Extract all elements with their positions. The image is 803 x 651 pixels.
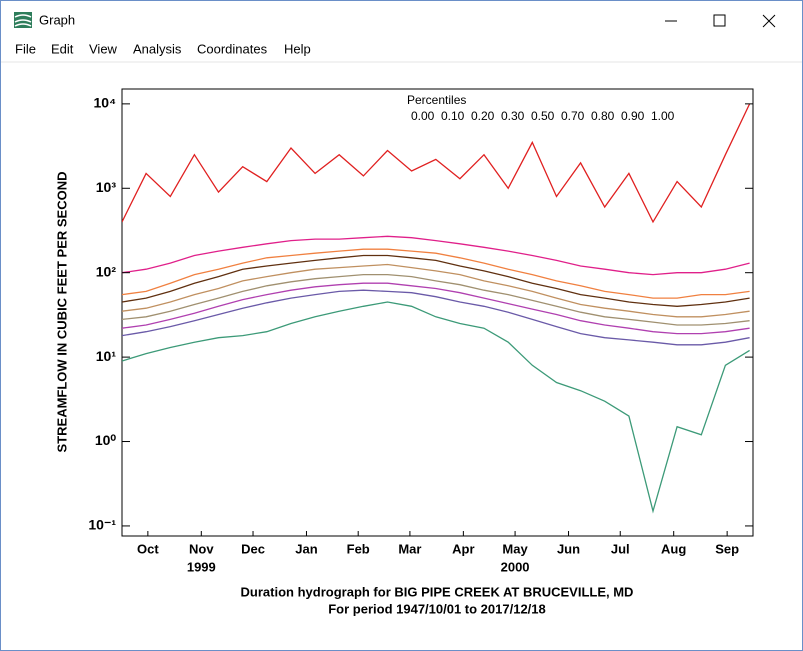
y-tick-label: 10³ bbox=[96, 179, 117, 195]
x-tick-label: Aug bbox=[661, 541, 686, 556]
menu-bar: File Edit View Analysis Coordinates Help bbox=[15, 41, 311, 56]
legend-entry: 0.80 bbox=[591, 109, 615, 123]
x-year-label: 2000 bbox=[501, 559, 530, 574]
y-tick-label: 10⁴ bbox=[94, 95, 117, 111]
x-tick-label: Jun bbox=[557, 541, 580, 556]
x-tick-label: Apr bbox=[452, 541, 474, 556]
legend-entry: 0.50 bbox=[531, 109, 555, 123]
series-line bbox=[122, 248, 750, 299]
plot-lines bbox=[122, 103, 751, 514]
x-tick-label: Oct bbox=[137, 541, 159, 556]
series-line bbox=[122, 301, 750, 514]
app-icon bbox=[14, 12, 32, 28]
x-tick-label: Mar bbox=[398, 541, 421, 556]
series-line bbox=[122, 103, 751, 224]
close-button[interactable] bbox=[762, 14, 776, 28]
x-tick-label: Nov bbox=[189, 541, 214, 556]
maximize-button[interactable] bbox=[713, 14, 726, 27]
legend-entry: 0.30 bbox=[501, 109, 525, 123]
menu-item[interactable]: File bbox=[15, 41, 36, 56]
plot-frame bbox=[121, 88, 754, 537]
series-line bbox=[122, 289, 750, 346]
menu-item[interactable]: Analysis bbox=[133, 41, 182, 56]
chart-title: Duration hydrograph for BIG PIPE CREEK A… bbox=[241, 584, 634, 599]
series-line bbox=[122, 273, 750, 326]
series-line bbox=[122, 282, 750, 335]
menu-item[interactable]: Coordinates bbox=[197, 41, 268, 56]
series-line bbox=[122, 254, 750, 307]
series-line bbox=[122, 235, 750, 276]
x-tick-label: May bbox=[502, 541, 528, 556]
legend-title: Percentiles bbox=[407, 93, 466, 107]
legend-entry: 0.00 bbox=[411, 109, 435, 123]
menu-item[interactable]: Edit bbox=[51, 41, 74, 56]
legend-entry: 0.70 bbox=[561, 109, 585, 123]
x-tick-label: Sep bbox=[715, 541, 739, 556]
menu-item[interactable]: View bbox=[89, 41, 118, 56]
legend-entry: 0.20 bbox=[471, 109, 495, 123]
chart-subtitle: For period 1947/10/01 to 2017/12/18 bbox=[328, 601, 546, 616]
menu-item[interactable]: Help bbox=[284, 41, 311, 56]
window-title: Graph bbox=[39, 12, 75, 27]
y-tick-label: 10⁻¹ bbox=[88, 517, 116, 533]
x-tick-label: Jul bbox=[611, 541, 630, 556]
legend-entry: 0.90 bbox=[621, 109, 645, 123]
x-year-label: 1999 bbox=[187, 559, 216, 574]
y-axis-label: STREAMFLOW IN CUBIC FEET PER SECOND bbox=[54, 172, 69, 453]
x-tick-label: Jan bbox=[295, 541, 317, 556]
y-tick-label: 10² bbox=[96, 263, 117, 279]
x-tick-label: Feb bbox=[347, 541, 370, 556]
y-tick-label: 10¹ bbox=[96, 348, 117, 364]
y-tick-label: 10⁰ bbox=[95, 432, 117, 448]
x-tick-label: Dec bbox=[241, 541, 265, 556]
series-line bbox=[122, 263, 750, 318]
legend-entry: 0.10 bbox=[441, 109, 465, 123]
legend-entry: 1.00 bbox=[651, 109, 675, 123]
